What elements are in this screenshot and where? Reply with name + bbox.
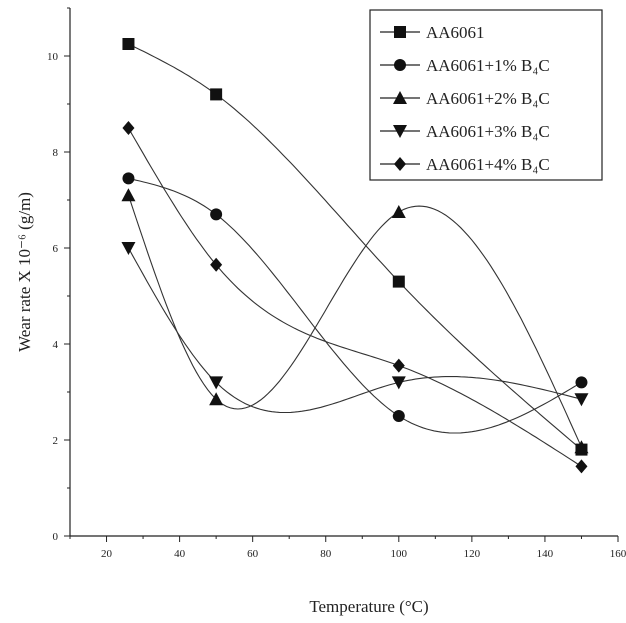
data-point-series-4 [574,393,589,407]
data-point-series-2 [210,208,223,221]
data-point-series-3 [121,188,136,202]
data-point-series-1 [392,275,405,288]
data-point-series-2 [392,410,405,422]
legend-label-2: AA6061+1% B₄C [426,56,550,75]
y-axis-title: Wear rate X 10⁻⁶ (g/m) [15,192,34,352]
x-tick-label: 160 [610,548,626,560]
legend-marker-4 [393,125,407,138]
series-line-5 [128,127,582,467]
legend: AA6061 AA6061+1% B₄C AA6061+2% B₄C AA6061+3… [369,9,603,181]
data-point-series-3 [391,205,406,218]
data-point-series-5 [122,121,135,135]
y-tick-label: 4 [53,339,59,351]
x-tick-label: 60 [247,548,259,560]
x-tick-label: 100 [391,548,408,560]
x-axis-title: Temperature (°C) [309,597,428,616]
series-lines [127,43,583,467]
y-tick-label: 10 [47,51,59,63]
legend-box [369,9,603,181]
data-point-series-2 [575,376,588,389]
data-point-series-5 [575,459,588,474]
y-tick-label: 6 [53,243,59,255]
data-point-series-3 [574,440,589,454]
data-point-series-1 [210,88,223,101]
legend-label-4: AA6061+3% B₄C [426,122,550,141]
legend-marker-3 [393,91,407,104]
series-line-1 [128,43,582,451]
data-point-series-5 [210,257,223,272]
data-point-series-4 [391,376,406,390]
data-point-series-3 [209,392,224,406]
legend-marker-1 [394,26,406,38]
x-tick-label: 80 [320,548,332,560]
x-tick-label: 140 [537,548,554,560]
series-markers [121,38,589,474]
axes: 20 40 60 80 100 120 140 160 0 2 4 6 8 10 [47,7,626,560]
data-point-series-5 [392,358,405,373]
x-tick-label: 120 [464,548,481,560]
data-point-series-4 [121,242,136,255]
series-line-2 [128,177,582,434]
x-tick-label: 40 [174,548,186,560]
legend-label-3: AA6061+2% B₄C [426,89,550,108]
series-line-3 [127,195,583,448]
series-line-4 [128,247,582,414]
data-point-series-2 [122,172,135,185]
y-tick-label: 8 [53,147,59,159]
data-point-series-1 [122,38,135,50]
data-point-series-4 [209,376,224,390]
legend-label-5: AA6061+4% B₄C [426,155,550,174]
legend-marker-5 [394,157,406,171]
legend-marker-2 [394,59,406,71]
legend-label-1: AA6061 [426,23,485,42]
y-tick-label: 2 [53,435,59,447]
x-tick-label: 20 [101,548,113,560]
y-tick-label: 0 [53,531,59,543]
